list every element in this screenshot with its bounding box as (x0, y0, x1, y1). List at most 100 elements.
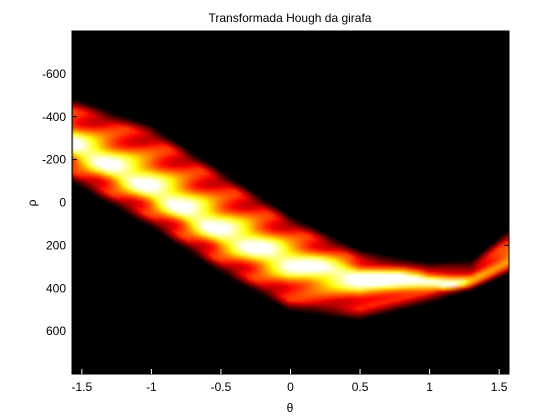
heatmap-cell (264, 238, 268, 242)
heatmap-cell (111, 121, 115, 125)
heatmap-cell (75, 175, 79, 179)
heatmap-cell (174, 241, 178, 245)
heatmap-cell (279, 220, 283, 224)
heatmap-cell (159, 223, 163, 227)
heatmap-cell (369, 286, 373, 290)
heatmap-cell (396, 274, 400, 278)
heatmap-cell (120, 118, 124, 122)
heatmap-cell (234, 277, 238, 281)
heatmap-cell (150, 133, 154, 137)
heatmap-cell (129, 202, 133, 206)
heatmap-cell (186, 217, 190, 221)
heatmap-cell (411, 280, 415, 284)
heatmap-cell (372, 265, 376, 269)
heatmap-cell (141, 202, 145, 206)
heatmap-cell (108, 130, 112, 134)
heatmap-cell (249, 286, 253, 290)
heatmap-cell (198, 175, 202, 179)
heatmap-cell (378, 253, 382, 257)
heatmap-cell (462, 271, 466, 275)
heatmap-cell (159, 205, 163, 209)
heatmap-cell (123, 205, 127, 209)
heatmap-cell (111, 163, 115, 167)
heatmap-cell (129, 166, 133, 170)
heatmap-cell (360, 259, 364, 263)
heatmap-cell (504, 238, 508, 242)
heatmap-cell (261, 271, 265, 275)
heatmap-cell (141, 142, 145, 146)
heatmap-cell (183, 166, 187, 170)
heatmap-cell (330, 283, 334, 287)
heatmap-cell (165, 232, 169, 236)
heatmap-cell (501, 256, 505, 260)
heatmap-cell (285, 292, 289, 296)
x-tick-label: -1.5 (72, 380, 93, 394)
heatmap-cell (312, 286, 316, 290)
heatmap-cell (90, 118, 94, 122)
heatmap-cell (159, 163, 163, 167)
heatmap-cell (123, 127, 127, 131)
heatmap-column (483, 250, 487, 284)
heatmap-cell (78, 157, 82, 161)
heatmap-cell (156, 223, 160, 227)
heatmap-cell (258, 274, 262, 278)
heatmap-cell (483, 265, 487, 269)
heatmap-cell (219, 241, 223, 245)
heatmap-cell (285, 274, 289, 278)
heatmap-cell (288, 247, 292, 251)
heatmap-cell (84, 184, 88, 188)
heatmap-cell (186, 205, 190, 209)
heatmap-cell (438, 268, 442, 272)
heatmap-cell (348, 262, 352, 266)
heatmap-cell (231, 247, 235, 251)
heatmap-cell (270, 256, 274, 260)
heatmap-cell (264, 256, 268, 260)
heatmap-cell (336, 244, 340, 248)
heatmap-cell (312, 310, 316, 314)
heatmap-cell (210, 202, 214, 206)
heatmap-cell (429, 292, 433, 296)
heatmap-cell (90, 133, 94, 137)
heatmap-cell (339, 289, 343, 293)
heatmap-cell (141, 208, 145, 212)
heatmap-cell (234, 196, 238, 200)
heatmap-cell (309, 259, 313, 263)
heatmap-cell (231, 211, 235, 215)
heatmap-cell (273, 226, 277, 230)
heatmap-cell (273, 283, 277, 287)
heatmap-cell (138, 148, 142, 152)
heatmap-cell (105, 199, 109, 203)
heatmap-column (348, 247, 352, 320)
heatmap-cell (378, 259, 382, 263)
heatmap-cell (303, 235, 307, 239)
heatmap-cell (483, 271, 487, 275)
heatmap-column (156, 130, 160, 233)
heatmap-cell (228, 247, 232, 251)
heatmap-cell (282, 274, 286, 278)
heatmap-cell (138, 184, 142, 188)
heatmap-cell (156, 133, 160, 137)
heatmap-cell (384, 268, 388, 272)
heatmap-cell (366, 304, 370, 308)
heatmap-cell (162, 193, 166, 197)
heatmap-cell (186, 187, 190, 191)
heatmap-cell (237, 244, 241, 248)
heatmap-cell (99, 109, 103, 113)
heatmap-cell (414, 280, 418, 284)
heatmap-cell (72, 160, 76, 164)
heatmap-cell (117, 124, 121, 128)
heatmap-cell (291, 301, 295, 305)
heatmap-cell (276, 247, 280, 251)
heatmap-cell (135, 154, 139, 158)
heatmap-cell (294, 268, 298, 272)
heatmap-cell (117, 145, 121, 149)
heatmap-cell (339, 301, 343, 305)
heatmap-cell (366, 253, 370, 257)
heatmap-cell (285, 217, 289, 221)
heatmap-cell (501, 250, 505, 254)
heatmap-cell (477, 259, 481, 263)
heatmap-cell (159, 184, 163, 188)
heatmap-cell (123, 121, 127, 125)
heatmap-cell (453, 292, 457, 296)
heatmap-cell (195, 163, 199, 167)
